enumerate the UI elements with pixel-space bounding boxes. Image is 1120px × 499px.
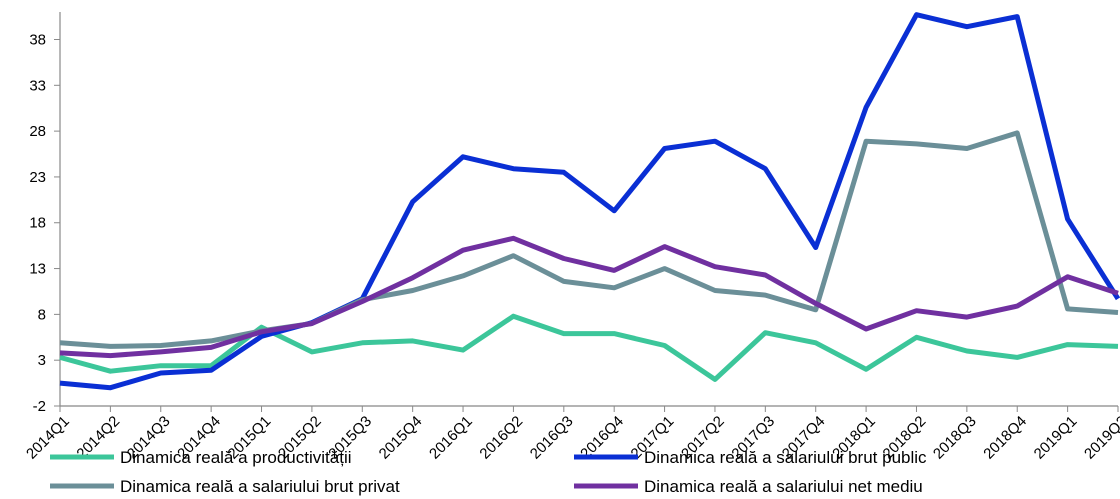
- axes: [54, 12, 1119, 412]
- y-tick-label: 13: [29, 261, 46, 278]
- legend-entry: Dinamica reală a productivității: [120, 448, 352, 467]
- x-tick-label: 2018Q3: [930, 413, 980, 463]
- x-tick-label: 2019Q2: [1081, 413, 1120, 463]
- legend-entry: Dinamica reală a salariului brut privat: [120, 477, 400, 496]
- x-tick-label: 2019Q1: [1031, 413, 1081, 463]
- legend: Dinamica reală a productivității Dinamica…: [50, 448, 927, 496]
- y-tick-label: 3: [38, 352, 46, 369]
- y-tick-label: 23: [29, 169, 46, 186]
- x-tick-label: 2016Q3: [527, 413, 577, 463]
- x-tick-label: 2015Q4: [376, 413, 426, 463]
- series-line-4: [59, 235, 1119, 359]
- series-line-2: [59, 12, 1120, 391]
- x-tick-label: 2016Q2: [476, 413, 526, 463]
- legend-entry: Dinamica reală a salariului brut public: [644, 448, 927, 467]
- series-line-3: [59, 130, 1119, 349]
- y-tick-label: 33: [29, 77, 46, 94]
- y-tick-label: -2: [33, 398, 46, 415]
- series-lines: [59, 12, 1120, 391]
- y-tick-label: 28: [29, 123, 46, 140]
- x-tick-label: 2018Q4: [980, 413, 1030, 463]
- x-tick-label: 2016Q1: [426, 413, 476, 463]
- y-tick-label: 8: [38, 306, 46, 323]
- y-tick-label: 18: [29, 215, 46, 232]
- legend-entry: Dinamica reală a salariului net mediu: [644, 477, 923, 496]
- y-tick-label: 38: [29, 31, 46, 48]
- series-line-1: [59, 313, 1119, 382]
